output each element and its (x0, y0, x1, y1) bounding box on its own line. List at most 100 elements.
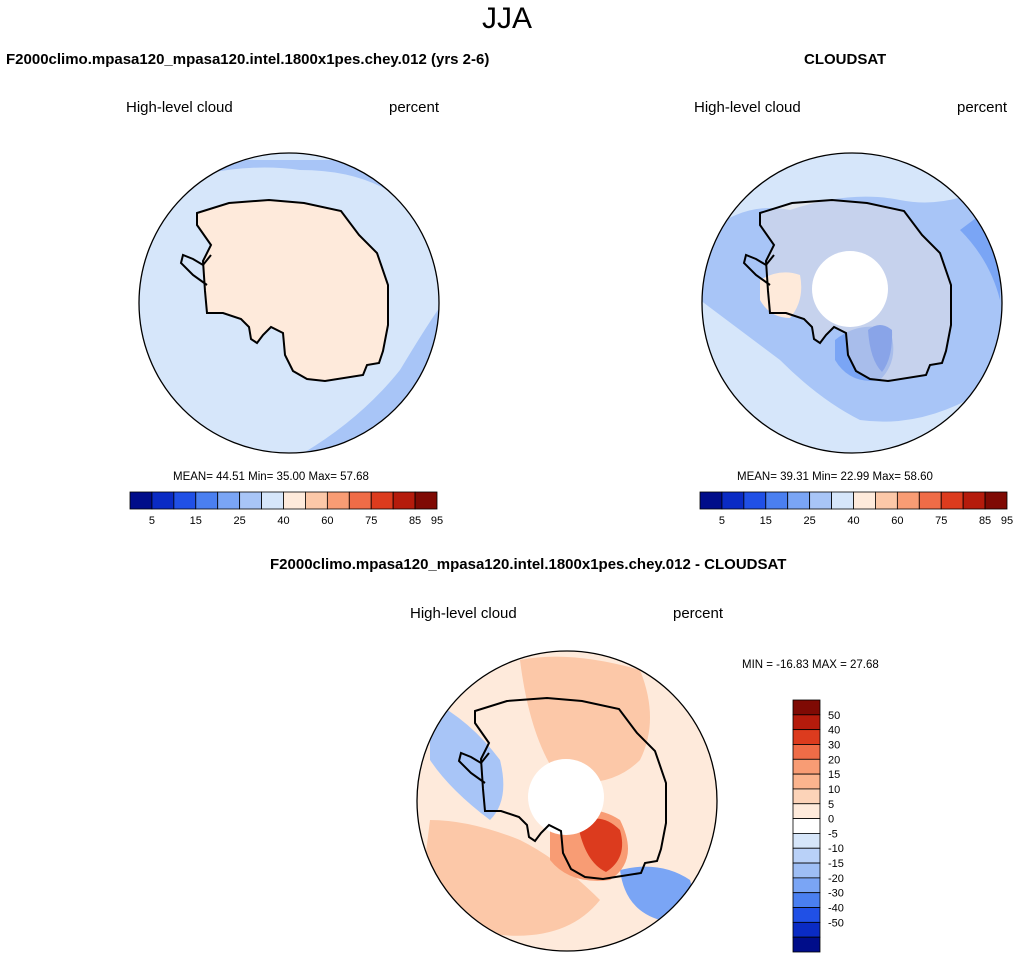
cb3-tick-label: 15 (828, 769, 840, 781)
cb1-tick-label: 95 (431, 515, 443, 527)
cb1-swatch (348, 491, 372, 510)
cb2-tick-label: 15 (760, 515, 772, 527)
cb3-tick-label: -20 (828, 873, 844, 885)
cb3-swatch (792, 788, 821, 805)
panel-1-variable: High-level cloud (126, 99, 233, 116)
cb2-swatch (875, 491, 898, 510)
cb3-swatch (792, 936, 821, 953)
cb2-tick-label: 40 (847, 515, 859, 527)
cb1-swatch (195, 491, 219, 510)
cb2-swatch (743, 491, 767, 510)
cb1-swatch (305, 491, 328, 510)
cb3-swatch (792, 773, 821, 790)
cb3-swatch (792, 818, 821, 834)
cb3-tick-label: 20 (828, 754, 840, 766)
p3-polar-hole (528, 759, 604, 835)
cb1-tick-label: 40 (277, 515, 289, 527)
cb2-swatch (962, 491, 986, 510)
cb1-swatch (283, 491, 306, 510)
cb1-tick-label: 5 (149, 515, 155, 527)
panel-3-stats: MIN = -16.83 MAX = 27.68 (742, 659, 879, 671)
p1-north-band (140, 160, 439, 230)
panel-3-variable: High-level cloud (410, 605, 517, 622)
p3-map-border (416, 650, 718, 952)
cb2-tick-label: 5 (719, 515, 725, 527)
cb1-swatch (326, 491, 350, 510)
panel-2-variable: High-level cloud (694, 99, 801, 116)
cb1-tick-label: 15 (190, 515, 202, 527)
cb1-swatch (173, 491, 197, 510)
cb3-tick-label: 0 (828, 814, 834, 826)
cb3-swatch (792, 862, 821, 879)
p1-map-border (138, 152, 440, 454)
cb1-swatch (392, 491, 416, 510)
cb2-swatch (853, 491, 876, 510)
cb2-tick-label: 85 (979, 515, 991, 527)
panel-2-colorbar: 5 15 25 40 60 75 85 95 (699, 491, 1013, 527)
panel-1-colorbar: 5 15 25 40 60 75 85 95 (129, 491, 443, 527)
cb3-swatch (792, 907, 821, 923)
cb1-swatch (261, 491, 284, 510)
cb2-tick-label: 25 (804, 515, 816, 527)
p3-west-cool (430, 700, 504, 820)
cb1-tick-label: 25 (234, 515, 246, 527)
cb2-swatch (765, 491, 789, 510)
cb3-tick-label: -10 (828, 843, 844, 855)
cb2-swatch (984, 491, 1008, 510)
cb3-tick-label: 5 (828, 799, 834, 811)
cb2-swatch (831, 491, 854, 510)
panel-1-units: percent (389, 99, 440, 116)
cb2-swatch (940, 491, 964, 510)
panel-1-stats: MEAN= 44.51 Min= 35.00 Max= 57.68 (173, 471, 369, 483)
cb1-tick-label: 60 (321, 515, 333, 527)
cb1-tick-label: 75 (365, 515, 377, 527)
panel-3-units: percent (673, 605, 724, 622)
cb1-swatch (414, 491, 438, 510)
panel-3-title: F2000climo.mpasa120_mpasa120.intel.1800x… (270, 556, 787, 573)
cb1-swatch (370, 491, 394, 510)
p3-north-warm (520, 656, 650, 783)
panel-3-map (416, 650, 718, 952)
cb3-swatch (792, 729, 821, 745)
p3-southwest-warm (420, 820, 600, 936)
cb3-swatch (792, 744, 821, 760)
cb2-tick-label: 75 (935, 515, 947, 527)
p2-map-border (701, 152, 1003, 454)
cb1-swatch (217, 491, 241, 510)
cb3-tick-label: 40 (828, 725, 840, 737)
cb3-swatch (792, 877, 821, 894)
cb3-tick-label: 30 (828, 739, 840, 751)
cb2-swatch (809, 491, 832, 510)
cb1-tick-label: 85 (409, 515, 421, 527)
p2-south-band (702, 300, 1000, 453)
cb3-tick-label: -40 (828, 903, 844, 915)
cb2-tick-label: 95 (1001, 515, 1013, 527)
panel-2-units: percent (957, 99, 1008, 116)
panel-1-title: F2000climo.mpasa120_mpasa120.intel.1800x… (6, 51, 490, 68)
cb3-swatch (792, 921, 821, 938)
cb3-swatch (792, 699, 821, 716)
cb3-swatch (792, 714, 821, 731)
cb3-tick-label: 10 (828, 784, 840, 796)
cb2-tick-label: 60 (891, 515, 903, 527)
cb2-swatch (787, 491, 811, 510)
cb3-tick-label: -5 (828, 828, 838, 840)
p3-hot-core (578, 818, 623, 872)
cb3-tick-label: -30 (828, 888, 844, 900)
cb3-swatch (792, 847, 821, 864)
cb3-swatch (792, 758, 821, 775)
cb1-swatch (151, 491, 175, 510)
figure-season-title: JJA (481, 2, 532, 35)
cb3-swatch (792, 833, 821, 849)
panel-2-stats: MEAN= 39.31 Min= 22.99 Max= 58.60 (737, 471, 933, 483)
cb2-swatch (896, 491, 920, 510)
cb3-tick-label: -15 (828, 858, 844, 870)
cb2-swatch (699, 491, 723, 510)
panel-1-map (138, 152, 440, 454)
p2-polar-hole (812, 251, 888, 327)
cb2-swatch (721, 491, 745, 510)
cb3-tick-label: -50 (828, 917, 844, 929)
cb3-tick-label: 50 (828, 710, 840, 722)
